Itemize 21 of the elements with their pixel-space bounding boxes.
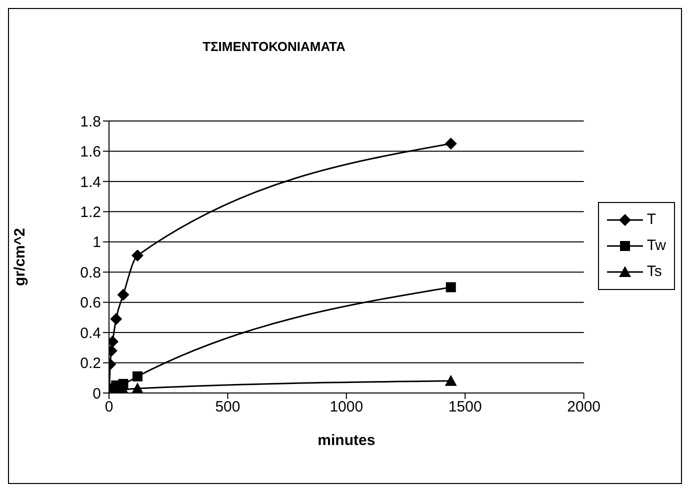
x-tick-label: 500 — [215, 398, 240, 416]
y-tick-label: 1.4 — [80, 174, 101, 191]
y-tick-label: 1.6 — [80, 144, 101, 161]
y-tick-label: 0.4 — [80, 324, 101, 342]
legend-label: Ts — [646, 262, 662, 282]
y-tick-label: 0.2 — [80, 355, 101, 372]
chart-title: ΤΣΙΜΕΝΤΟΚΟΝΙΑΜΑΤΑ — [202, 39, 346, 54]
legend-label: Tw — [646, 236, 666, 256]
x-tick-label: 0 — [104, 398, 114, 416]
y-tick-label: 0.6 — [80, 294, 101, 312]
x-tick-label: 1000 — [330, 398, 364, 416]
y-tick-label: 1.8 — [80, 113, 101, 130]
y-axis-title: gr/cm^2 — [11, 228, 28, 286]
y-tick-label: 1.2 — [80, 204, 101, 221]
x-tick-label: 2000 — [567, 398, 601, 416]
x-axis-title: minutes — [318, 432, 376, 449]
y-tick-label: 0 — [92, 385, 101, 402]
y-tick-label: 0.8 — [80, 264, 101, 282]
x-tick-label: 1500 — [448, 398, 482, 416]
y-tick-label: 1 — [92, 234, 101, 252]
legend-label: T — [646, 210, 656, 230]
